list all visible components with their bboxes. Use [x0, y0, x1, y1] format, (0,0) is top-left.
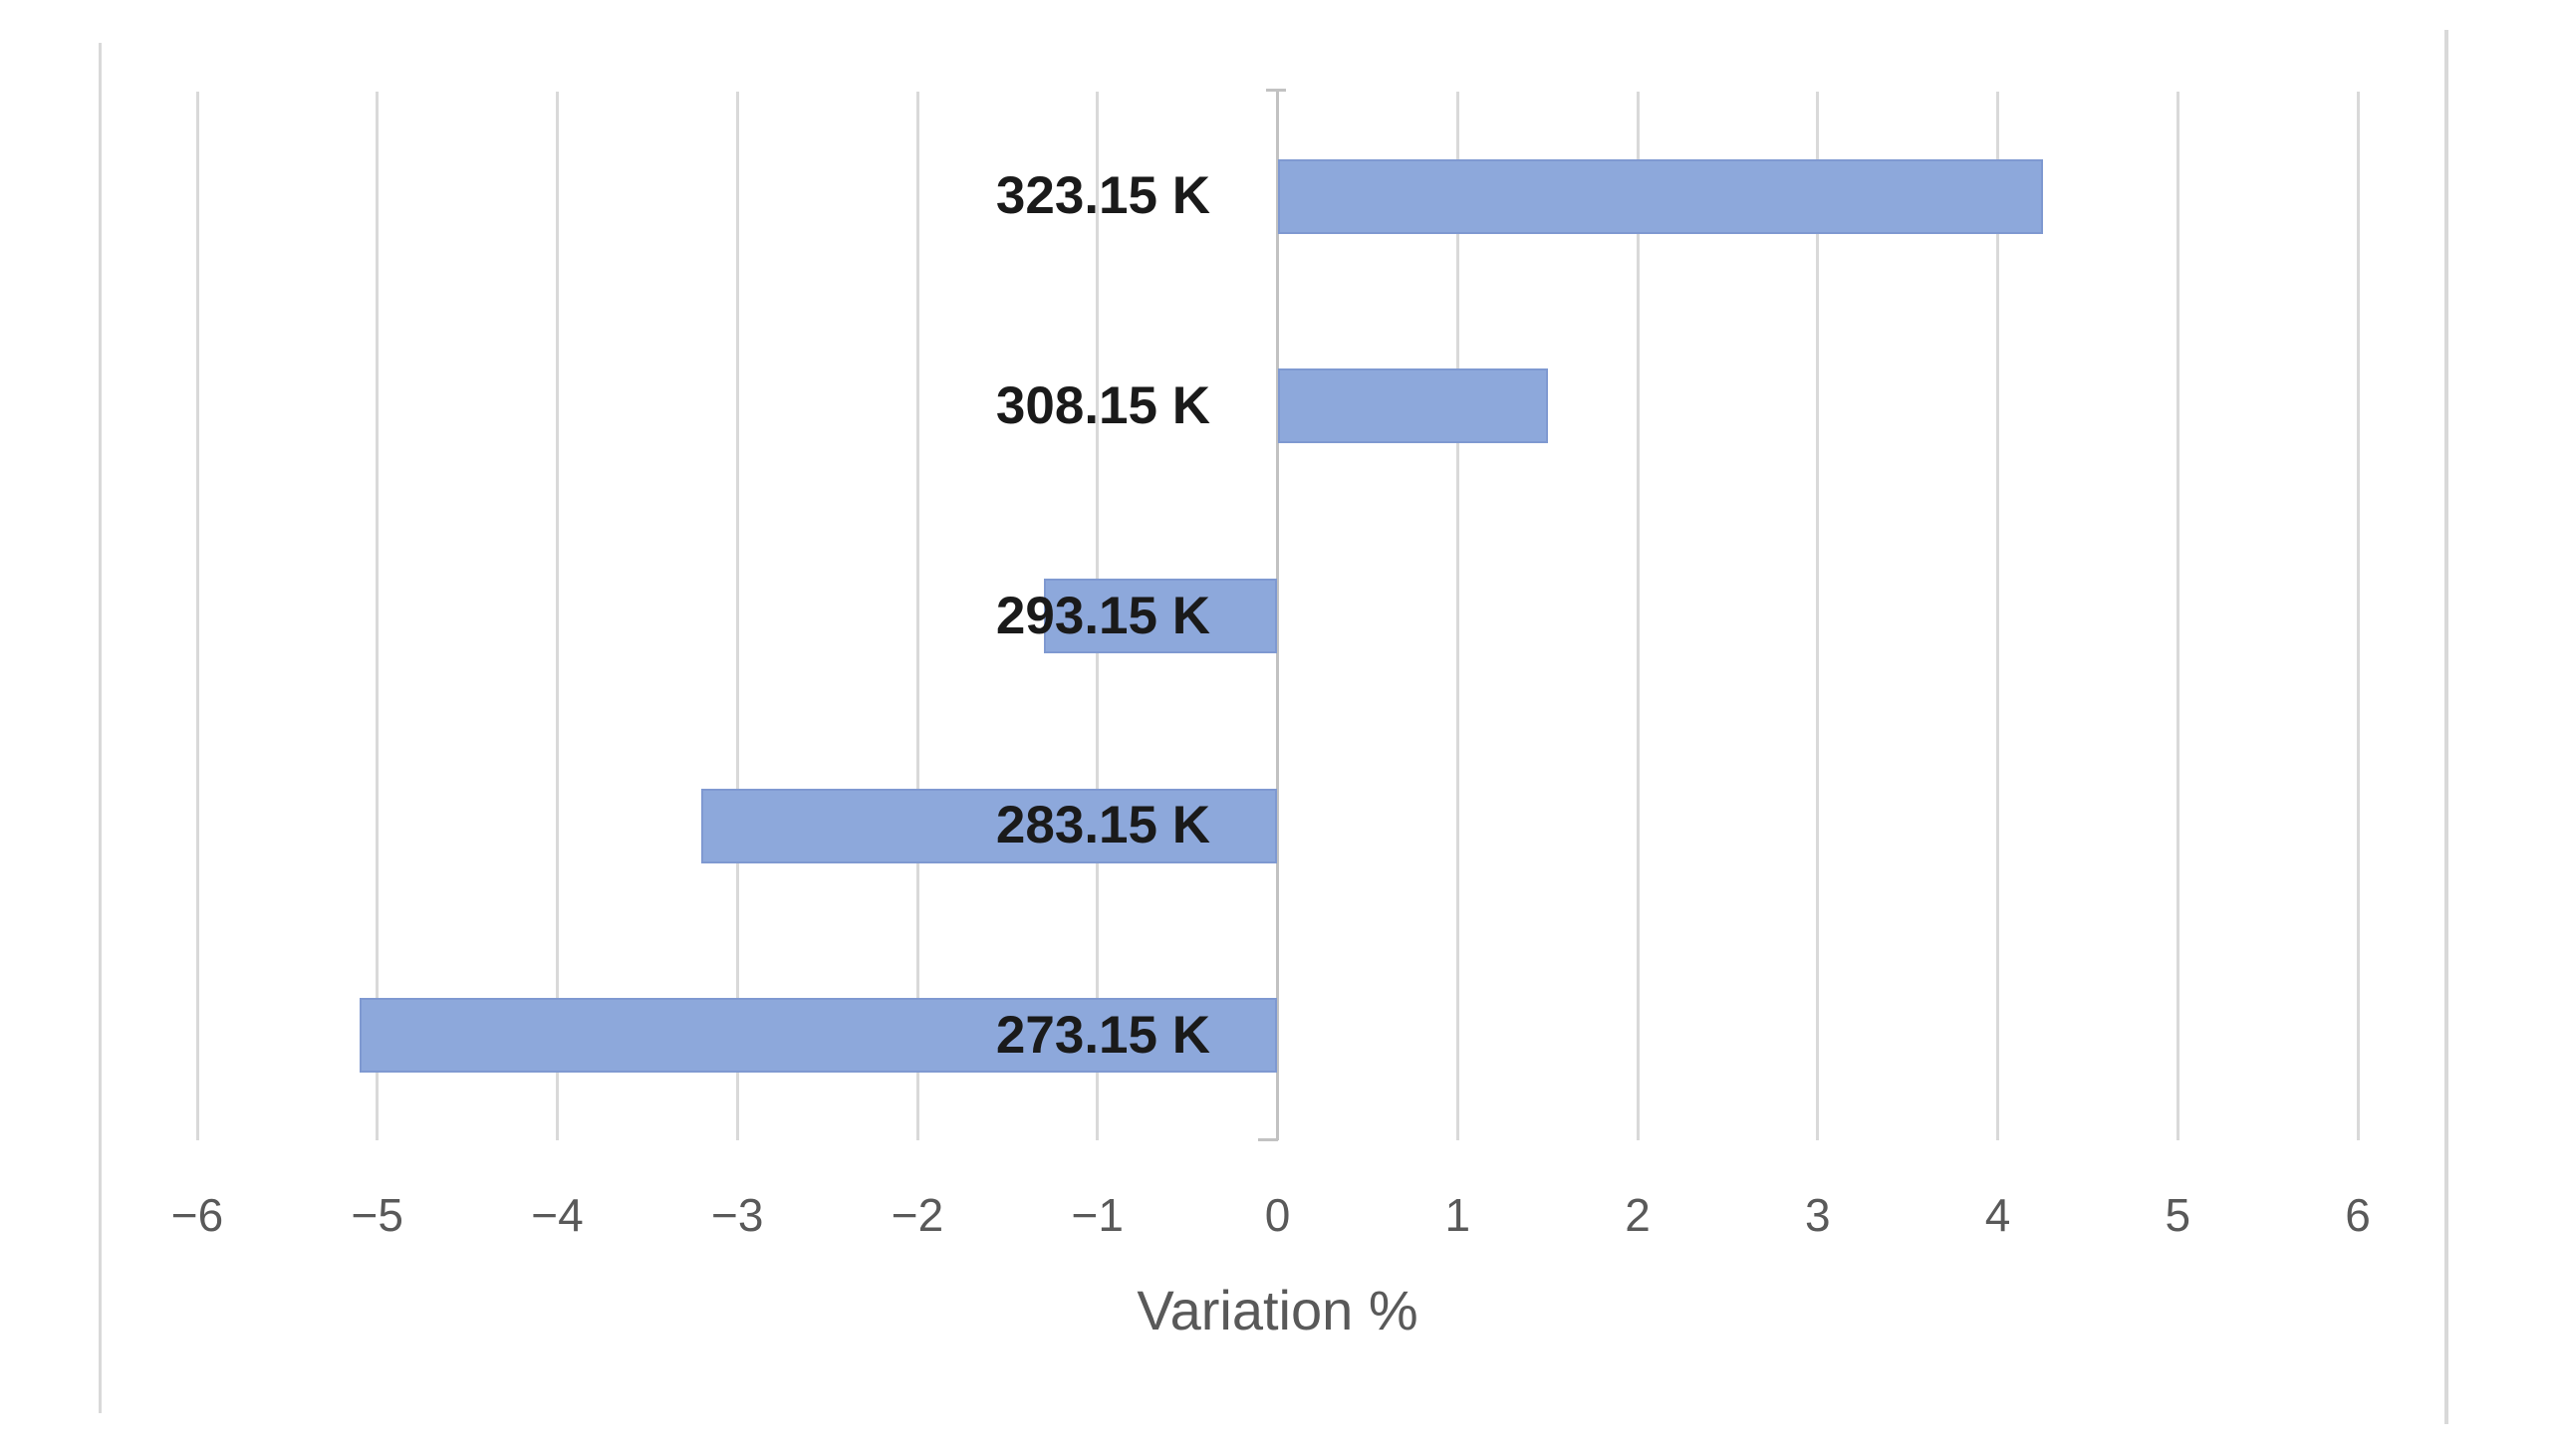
gridline: [735, 92, 739, 1140]
x-tick-label: −1: [1071, 1189, 1124, 1241]
chart-border-right: [2444, 30, 2448, 1424]
zero-gridline: [1276, 92, 1279, 1140]
x-tick-label: 1: [1444, 1189, 1471, 1241]
gridline: [556, 92, 559, 1140]
bar: [1043, 579, 1278, 653]
gridline: [2356, 92, 2360, 1140]
gridline: [1455, 92, 1459, 1140]
x-tick-label: 0: [1264, 1189, 1291, 1241]
gridline: [1996, 92, 1999, 1140]
x-tick-label: 3: [1804, 1189, 1831, 1241]
bar: [359, 998, 1278, 1074]
x-tick-label: −2: [891, 1189, 944, 1241]
bar: [701, 788, 1278, 863]
x-tick-label: −4: [531, 1189, 584, 1241]
bar: [1277, 368, 1548, 444]
gridline: [2176, 92, 2179, 1140]
gridline: [1816, 92, 1820, 1140]
x-tick-label: −3: [711, 1189, 764, 1241]
x-tick-label: 6: [2345, 1189, 2371, 1241]
gridline: [195, 92, 199, 1140]
category-label: 283.15 K: [995, 796, 1210, 855]
x-axis-title: Variation %: [1137, 1279, 1418, 1341]
gridline: [915, 92, 919, 1140]
category-label: 293.15 K: [995, 586, 1210, 645]
category-label: 308.15 K: [995, 375, 1210, 435]
x-tick-label: −6: [170, 1189, 224, 1241]
category-label: 273.15 K: [995, 1005, 1210, 1065]
gridline: [1636, 92, 1640, 1140]
zero-axis-top-tick: [1266, 89, 1286, 92]
zero-axis-bottom-tick: [1258, 1138, 1278, 1141]
gridline: [376, 92, 380, 1140]
x-tick-label: −5: [351, 1189, 403, 1241]
x-tick-label: 4: [1984, 1189, 2011, 1241]
bar: [1277, 158, 2043, 234]
x-tick-label: 5: [2165, 1189, 2191, 1241]
x-tick-label: 2: [1625, 1189, 1651, 1241]
chart-border-left: [99, 43, 102, 1413]
category-label: 323.15 K: [995, 166, 1210, 226]
